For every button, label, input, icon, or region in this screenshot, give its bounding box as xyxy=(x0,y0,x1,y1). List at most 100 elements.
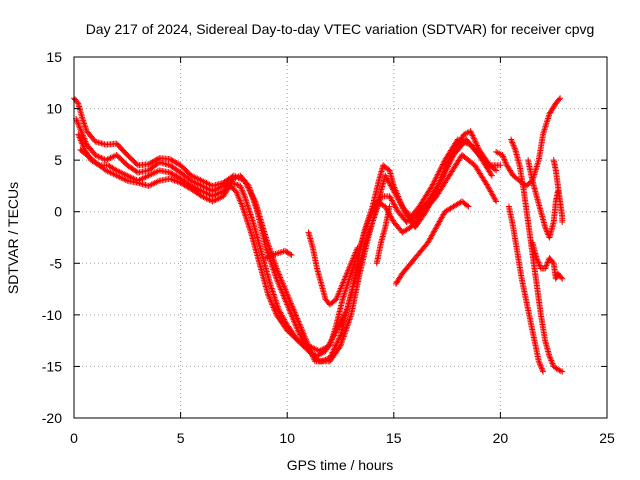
data-point-marker xyxy=(247,211,254,218)
data-point-marker xyxy=(444,164,451,171)
data-point-marker xyxy=(243,215,250,222)
data-point-marker xyxy=(247,209,254,216)
axis-ticks xyxy=(73,56,608,419)
data-point-marker xyxy=(429,181,436,188)
data-point-marker xyxy=(340,313,347,320)
data-point-marker xyxy=(244,220,251,227)
data-point-marker xyxy=(546,353,553,360)
x-tick-label: 20 xyxy=(493,430,509,446)
data-point-marker xyxy=(345,267,352,274)
data-point-marker xyxy=(449,154,456,161)
data-point-marker xyxy=(287,251,294,258)
data-point-marker xyxy=(431,178,438,185)
data-point-marker xyxy=(298,334,305,341)
data-point-marker xyxy=(296,330,303,337)
data-point-marker xyxy=(542,265,549,272)
data-point-marker xyxy=(272,308,279,315)
data-point-marker xyxy=(243,217,250,224)
data-point-marker xyxy=(439,162,446,169)
data-point-marker xyxy=(536,261,543,268)
data-point-marker xyxy=(445,162,452,169)
data-point-marker xyxy=(547,354,554,361)
data-point-marker xyxy=(543,262,550,269)
data-point-marker xyxy=(544,259,551,266)
data-point-marker xyxy=(341,276,348,283)
data-point-marker xyxy=(74,118,81,125)
tick-labels: 0 5 10 15 20 25 -20 -15 -10 -5 0 5 10 15 xyxy=(42,49,615,446)
data-point-marker xyxy=(246,224,253,231)
data-point-marker xyxy=(268,298,275,305)
data-point-marker xyxy=(247,227,254,234)
data-point-marker xyxy=(508,137,515,144)
data-point-marker xyxy=(346,263,353,270)
data-point-marker xyxy=(341,310,348,317)
data-point-marker xyxy=(74,99,81,106)
y-tick-label: -10 xyxy=(42,307,62,323)
data-point-marker xyxy=(557,95,564,102)
data-point-marker xyxy=(537,362,544,369)
data-point-marker xyxy=(270,290,277,297)
data-point-marker xyxy=(271,305,278,312)
data-point-marker xyxy=(509,140,516,147)
data-point-marker xyxy=(297,332,304,339)
data-point-marker xyxy=(342,309,349,316)
data-point-marker xyxy=(554,366,561,373)
data-point-marker xyxy=(468,129,475,136)
data-point-marker xyxy=(470,135,477,142)
data-point-marker xyxy=(268,300,275,307)
data-point-marker xyxy=(269,288,276,295)
data-point-marker xyxy=(343,308,350,315)
data-point-marker xyxy=(237,182,244,189)
data-point-marker xyxy=(275,249,282,256)
data-point-marker xyxy=(245,221,252,228)
data-point-marker xyxy=(242,212,249,219)
data-point-marker xyxy=(231,180,238,187)
data-point-marker xyxy=(503,160,510,167)
data-point-marker xyxy=(435,170,442,177)
data-point-marker xyxy=(368,211,375,218)
data-point-marker xyxy=(371,202,378,209)
data-point-marker xyxy=(239,187,246,194)
data-point-marker xyxy=(510,142,517,149)
data-point-marker xyxy=(540,368,547,375)
data-point-marker xyxy=(474,142,481,149)
data-point-marker xyxy=(249,215,256,222)
data-point-marker xyxy=(339,315,346,322)
data-point-marker xyxy=(294,327,301,334)
data-point-marker xyxy=(244,218,251,225)
data-point-marker xyxy=(500,154,507,161)
data-point-marker xyxy=(533,255,540,262)
data-point-marker xyxy=(81,120,88,127)
data-point-marker xyxy=(341,290,348,297)
data-point-marker xyxy=(467,128,474,135)
data-point-marker xyxy=(271,307,278,314)
data-point-marker xyxy=(438,164,445,171)
data-point-marker xyxy=(269,301,276,308)
data-point-marker xyxy=(248,212,255,219)
grid-lines xyxy=(74,57,607,418)
data-point-marker xyxy=(343,270,350,277)
data-point-marker xyxy=(548,357,555,364)
data-point-marker xyxy=(439,161,446,168)
data-point-marker xyxy=(434,172,441,179)
data-point-marker xyxy=(535,358,542,365)
data-point-marker xyxy=(76,123,83,130)
data-point-marker xyxy=(468,131,475,138)
data-point-marker xyxy=(441,169,448,176)
data-point-marker xyxy=(369,208,376,215)
data-point-marker xyxy=(354,244,361,251)
data-point-marker xyxy=(237,184,244,191)
data-point-marker xyxy=(501,156,508,163)
data-point-marker xyxy=(244,202,251,209)
data-point-marker xyxy=(270,304,277,311)
data-point-marker xyxy=(437,165,444,172)
data-point-marker xyxy=(469,132,476,139)
data-point-marker xyxy=(538,364,545,371)
data-point-marker xyxy=(339,280,346,287)
data-point-marker xyxy=(338,316,345,323)
data-points xyxy=(71,95,566,375)
y-tick-label: -5 xyxy=(50,255,63,271)
y-axis-title: SDTVAR / TECUs xyxy=(5,182,21,294)
data-point-marker xyxy=(473,141,480,148)
data-point-marker xyxy=(474,143,481,150)
